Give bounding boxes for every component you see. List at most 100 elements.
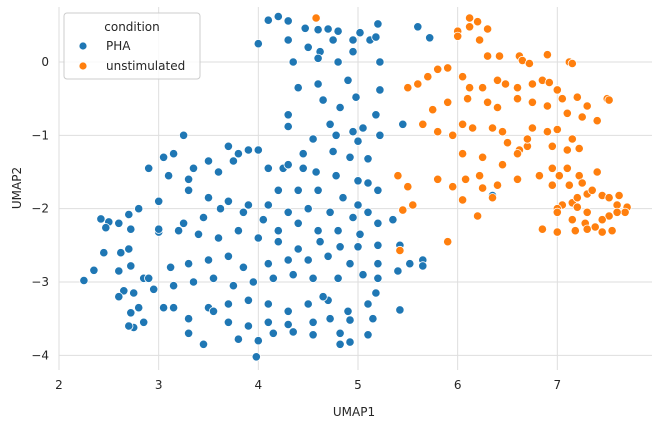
point-unstimulated bbox=[537, 224, 548, 234]
point-pha bbox=[315, 237, 325, 247]
point-pha bbox=[159, 152, 169, 162]
point-pha bbox=[114, 266, 124, 276]
point-pha bbox=[333, 26, 343, 36]
point-pha bbox=[373, 218, 383, 228]
point-pha bbox=[213, 167, 224, 177]
point-pha bbox=[348, 35, 358, 45]
point-unstimulated bbox=[487, 193, 498, 203]
point-unstimulated bbox=[494, 51, 505, 61]
point-pha bbox=[398, 119, 408, 129]
point-pha bbox=[208, 306, 219, 316]
point-pha bbox=[253, 39, 263, 49]
point-pha bbox=[353, 242, 363, 252]
point-pha bbox=[303, 299, 313, 309]
point-unstimulated bbox=[512, 83, 523, 93]
point-pha bbox=[325, 207, 335, 217]
point-pha bbox=[283, 319, 293, 330]
point-pha bbox=[223, 196, 233, 206]
point-unstimulated bbox=[534, 171, 545, 181]
point-pha bbox=[358, 270, 368, 280]
point-pha bbox=[263, 299, 273, 309]
point-pha bbox=[363, 154, 373, 164]
point-pha bbox=[335, 102, 345, 113]
point-pha bbox=[243, 321, 253, 331]
point-pha bbox=[283, 121, 293, 132]
point-pha bbox=[243, 200, 253, 210]
point-unstimulated bbox=[542, 127, 553, 137]
point-pha bbox=[223, 317, 233, 327]
point-pha bbox=[348, 212, 358, 223]
point-unstimulated bbox=[474, 171, 485, 181]
point-unstimulated bbox=[570, 226, 580, 236]
point-unstimulated bbox=[577, 112, 587, 122]
point-unstimulated bbox=[460, 174, 471, 184]
point-pha bbox=[169, 281, 179, 291]
point-pha bbox=[198, 212, 209, 223]
point-pha bbox=[353, 176, 363, 186]
point-pha bbox=[203, 193, 214, 203]
point-unstimulated bbox=[512, 174, 523, 184]
point-unstimulated bbox=[567, 215, 577, 225]
point-pha bbox=[228, 156, 238, 166]
point-unstimulated bbox=[527, 97, 538, 107]
point-unstimulated bbox=[477, 152, 488, 162]
point-unstimulated bbox=[457, 72, 468, 82]
point-unstimulated bbox=[527, 79, 538, 89]
point-pha bbox=[313, 53, 323, 63]
point-pha bbox=[268, 328, 278, 338]
point-unstimulated bbox=[547, 141, 557, 151]
point-pha bbox=[223, 251, 233, 261]
point-unstimulated bbox=[453, 31, 463, 41]
point-pha bbox=[126, 308, 136, 318]
x-tick-label: 2 bbox=[55, 378, 63, 392]
point-pha bbox=[144, 163, 154, 173]
point-pha bbox=[263, 259, 273, 269]
point-pha bbox=[208, 273, 219, 283]
point-pha bbox=[263, 15, 273, 25]
point-unstimulated bbox=[582, 101, 592, 111]
point-pha bbox=[89, 265, 99, 275]
point-unstimulated bbox=[620, 207, 630, 217]
point-pha bbox=[283, 207, 293, 217]
point-pha bbox=[179, 218, 189, 228]
point-unstimulated bbox=[527, 123, 538, 133]
point-unstimulated bbox=[423, 72, 433, 82]
point-pha bbox=[288, 270, 298, 280]
point-pha bbox=[333, 273, 343, 283]
point-unstimulated bbox=[547, 180, 557, 190]
series-pha bbox=[79, 11, 498, 362]
point-pha bbox=[184, 185, 194, 195]
point-pha bbox=[164, 171, 174, 181]
point-pha bbox=[273, 185, 283, 195]
point-unstimulated bbox=[398, 205, 408, 215]
point-unstimulated bbox=[311, 13, 321, 23]
y-tick-label: −1 bbox=[31, 128, 49, 142]
legend-marker-unstimulated bbox=[78, 61, 88, 71]
point-pha bbox=[253, 336, 263, 346]
point-pha bbox=[283, 255, 293, 265]
point-pha bbox=[283, 16, 293, 26]
legend-label-pha: PHA bbox=[106, 39, 131, 53]
x-tick-label: 4 bbox=[255, 378, 263, 392]
point-unstimulated bbox=[464, 83, 475, 93]
point-pha bbox=[313, 226, 323, 236]
point-unstimulated bbox=[552, 207, 562, 217]
y-tick-label: −4 bbox=[31, 348, 49, 362]
point-pha bbox=[373, 240, 383, 250]
point-pha bbox=[325, 119, 335, 129]
tick-labels: 2 3 4 5 6 7 0 −1 −2 −3 −4 bbox=[31, 55, 561, 392]
point-pha bbox=[413, 22, 423, 32]
point-unstimulated bbox=[448, 182, 458, 192]
point-pha bbox=[273, 11, 283, 22]
point-pha bbox=[328, 35, 338, 45]
point-pha bbox=[303, 255, 313, 265]
point-pha bbox=[355, 28, 365, 38]
point-pha bbox=[363, 178, 373, 188]
point-unstimulated bbox=[587, 185, 597, 195]
point-unstimulated bbox=[457, 149, 468, 159]
point-unstimulated bbox=[477, 183, 488, 193]
point-pha bbox=[193, 229, 204, 239]
point-pha bbox=[179, 130, 189, 140]
point-pha bbox=[114, 218, 124, 228]
point-pha bbox=[188, 277, 199, 287]
